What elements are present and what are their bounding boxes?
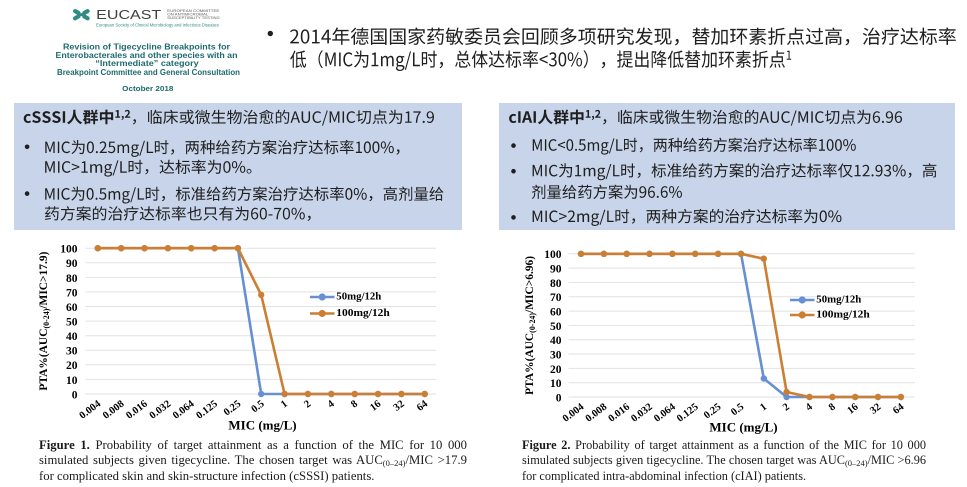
svg-text:ON ANTIMICROBIAL: ON ANTIMICROBIAL [167,13,208,17]
svg-text:10: 10 [550,378,562,390]
svg-text:16: 16 [845,402,860,417]
svg-text:0.125: 0.125 [675,402,700,425]
svg-text:50mg/12h: 50mg/12h [816,294,861,306]
svg-text:90: 90 [550,264,562,276]
svg-text:“Intermediate” category: “Intermediate” category [95,58,199,68]
svg-text:MIC (mg/L): MIC (mg/L) [709,420,777,435]
svg-text:MIC (mg/L): MIC (mg/L) [228,418,296,433]
svg-text:0.032: 0.032 [148,399,173,422]
svg-text:0.25: 0.25 [702,402,723,422]
svg-text:0.032: 0.032 [629,402,654,425]
svg-text:0.016: 0.016 [124,399,149,422]
svg-text:20: 20 [66,360,78,372]
svg-text:PTA%(AUC(0-24)/MIC>17.9): PTA%(AUC(0-24)/MIC>17.9) [38,251,51,390]
svg-text:80: 80 [550,278,562,290]
svg-text:70: 70 [550,292,562,304]
svg-text:20: 20 [550,364,562,376]
svg-text:50: 50 [550,321,562,333]
svg-text:40: 40 [66,331,78,343]
svg-text:0.5: 0.5 [729,402,746,419]
svg-text:16: 16 [368,399,383,414]
svg-text:64: 64 [891,401,907,417]
svg-text:32: 32 [392,399,407,414]
svg-text:Enterobacterales and other spe: Enterobacterales and other species with … [56,50,238,60]
svg-text:10: 10 [66,375,78,387]
svg-text:32: 32 [868,402,883,417]
svg-text:50: 50 [66,317,78,329]
svg-text:0.25: 0.25 [222,399,243,419]
svg-text:2: 2 [302,399,313,411]
svg-text:0.125: 0.125 [194,399,219,422]
svg-text:Breakpoint Committee and Gener: Breakpoint Committee and General Consult… [57,68,240,77]
svg-text:90: 90 [66,258,78,270]
svg-text:40: 40 [550,335,562,347]
svg-text:2: 2 [781,402,792,414]
svg-text:70: 70 [66,287,78,299]
svg-text:SUSCEPTIBILITY TESTING: SUSCEPTIBILITY TESTING [167,16,220,20]
svg-text:1: 1 [758,402,769,414]
svg-text:EUROPEAN COMMITTEE: EUROPEAN COMMITTEE [167,9,220,13]
svg-text:0.064: 0.064 [171,398,197,421]
svg-text:60: 60 [66,302,78,314]
svg-text:0.008: 0.008 [584,402,609,425]
svg-text:0.008: 0.008 [101,399,126,422]
svg-text:64: 64 [415,398,431,414]
svg-text:8: 8 [349,399,360,411]
svg-text:EUCAST: EUCAST [96,7,161,22]
svg-text:8: 8 [827,402,838,414]
svg-text:0.004: 0.004 [78,398,104,421]
svg-text:80: 80 [66,273,78,285]
svg-text:100: 100 [544,249,562,261]
svg-text:30: 30 [66,346,78,358]
svg-text:0: 0 [556,392,562,404]
svg-text:1: 1 [279,399,290,411]
svg-text:100: 100 [60,244,78,256]
svg-text:0.064: 0.064 [652,401,678,424]
svg-text:0.016: 0.016 [607,402,632,425]
svg-text:0.004: 0.004 [561,401,587,424]
svg-text:50mg/12h: 50mg/12h [336,291,381,303]
svg-text:30: 30 [550,349,562,361]
svg-text:Revision of Tigecycline Breakp: Revision of Tigecycline Breakpoints for [63,41,231,51]
svg-text:PTA%(AUC(0-24)/MIC>6.96): PTA%(AUC(0-24)/MIC>6.96) [524,256,537,395]
svg-text:100mg/12h: 100mg/12h [816,309,870,321]
svg-text:0: 0 [72,389,78,401]
svg-text:October 2018: October 2018 [122,84,173,93]
svg-text:100mg/12h: 100mg/12h [336,307,390,319]
svg-text:0.5: 0.5 [250,399,267,416]
svg-text:European Society of Clinical M: European Society of Clinical Microbiolog… [96,22,219,27]
svg-text:60: 60 [550,307,562,319]
svg-text:4: 4 [804,401,815,413]
svg-text:4: 4 [326,398,337,410]
